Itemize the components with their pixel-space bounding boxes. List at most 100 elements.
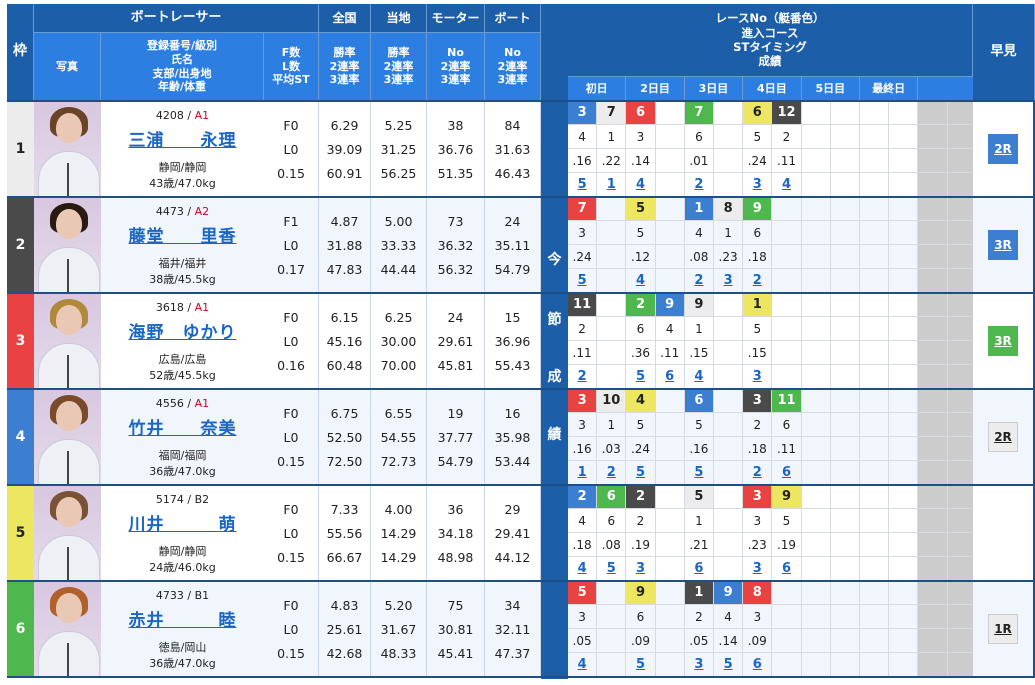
result-cell bbox=[889, 557, 919, 581]
result-cell bbox=[947, 293, 977, 317]
national-value: 31.88 bbox=[326, 237, 363, 253]
row-divider bbox=[7, 484, 1035, 486]
result-rank-link[interactable]: 5 bbox=[635, 657, 645, 672]
hayami-race-button[interactable]: 3R bbox=[988, 326, 1018, 356]
result-rank-link[interactable]: 6 bbox=[781, 561, 791, 576]
racer-name-link[interactable]: 藤堂 里香 bbox=[128, 227, 237, 247]
season-results-char: 績 bbox=[547, 427, 562, 443]
result-rank-link[interactable]: 2 bbox=[694, 177, 704, 192]
header-national-rates-line: 勝率 bbox=[333, 45, 356, 59]
result-cell bbox=[714, 461, 744, 485]
entry-course: 4 bbox=[568, 509, 598, 533]
result-rank-link[interactable]: 2 bbox=[577, 369, 587, 384]
result-cell bbox=[772, 581, 802, 605]
result-cell bbox=[655, 125, 685, 149]
result-rank-link[interactable]: 4 bbox=[694, 369, 704, 384]
entry-course: 6 bbox=[772, 413, 802, 437]
result-rank-link[interactable]: 6 bbox=[752, 657, 762, 672]
result-rank-cell: 6 bbox=[772, 461, 802, 485]
result-cell bbox=[889, 245, 919, 269]
boat-stats: 24 35.11 54.79 bbox=[485, 197, 541, 293]
fl-l: L0 bbox=[283, 525, 299, 541]
result-rank-link[interactable]: 5 bbox=[606, 561, 616, 576]
result-rank-link[interactable]: 3 bbox=[694, 657, 704, 672]
header-motor-rates: No 2連率 3連率 bbox=[427, 33, 485, 101]
result-rank-link[interactable]: 4 bbox=[781, 177, 791, 192]
result-rank-link[interactable]: 5 bbox=[635, 465, 645, 480]
result-cell bbox=[947, 197, 977, 221]
result-rank-link[interactable]: 1 bbox=[577, 465, 587, 480]
boat-value: 84 bbox=[504, 117, 521, 133]
result-rank-link[interactable]: 4 bbox=[635, 177, 645, 192]
result-rank-link[interactable]: 6 bbox=[665, 369, 675, 384]
motor-value: 51.35 bbox=[437, 165, 474, 181]
result-cell bbox=[918, 245, 948, 269]
result-rank-link[interactable]: 3 bbox=[635, 561, 645, 576]
result-rank-link[interactable]: 1 bbox=[606, 177, 616, 192]
branch-origin: 静岡/静岡 bbox=[158, 161, 207, 174]
racer-class: B2 bbox=[194, 493, 210, 506]
result-cell bbox=[830, 629, 860, 653]
result-rank-link[interactable]: 3 bbox=[752, 561, 762, 576]
result-cell bbox=[860, 533, 890, 557]
result-rank-link[interactable]: 2 bbox=[694, 273, 704, 288]
result-cell bbox=[889, 101, 919, 125]
entry-course: 6 bbox=[626, 605, 656, 629]
age-weight: 52歳/45.5kg bbox=[149, 369, 216, 382]
result-cell bbox=[714, 509, 744, 533]
result-rank-link[interactable]: 2 bbox=[752, 273, 762, 288]
result-rank-link[interactable]: 2 bbox=[752, 465, 762, 480]
header-day-1: 2日目 bbox=[626, 77, 685, 101]
result-rank-link[interactable]: 5 bbox=[577, 177, 587, 192]
result-cell bbox=[830, 101, 860, 125]
header-motor-rates-line: 2連率 bbox=[440, 59, 471, 73]
racer-name-link[interactable]: 川井 萌 bbox=[128, 515, 237, 535]
result-rank-link[interactable]: 4 bbox=[577, 561, 587, 576]
hayami-cell: 3R bbox=[973, 293, 1035, 389]
result-rank-link[interactable]: 3 bbox=[752, 369, 762, 384]
racer-name-link[interactable]: 赤井 睦 bbox=[128, 611, 237, 631]
result-cell bbox=[772, 365, 802, 389]
result-rank-link[interactable]: 4 bbox=[635, 273, 645, 288]
result-rank-link[interactable]: 5 bbox=[694, 465, 704, 480]
result-cell bbox=[947, 341, 977, 365]
result-cell bbox=[889, 269, 919, 293]
result-rank-link[interactable]: 5 bbox=[635, 369, 645, 384]
header-motor-rates-line: 3連率 bbox=[440, 73, 471, 87]
result-rank-link[interactable]: 6 bbox=[781, 465, 791, 480]
result-rank-link[interactable]: 5 bbox=[577, 273, 587, 288]
racer-name-link[interactable]: 竹井 奈美 bbox=[128, 419, 237, 439]
motor-value: 30.81 bbox=[437, 621, 474, 637]
result-cell bbox=[714, 413, 744, 437]
fl-st: 0.15 bbox=[277, 549, 305, 565]
result-rank-cell: 4 bbox=[684, 365, 714, 389]
national-stats: 7.33 55.56 66.67 bbox=[319, 485, 371, 581]
national-value: 72.50 bbox=[326, 453, 363, 469]
hayami-race-button[interactable]: 2R bbox=[988, 422, 1018, 452]
hayami-race-button[interactable]: 2R bbox=[988, 134, 1018, 164]
result-cell bbox=[860, 173, 890, 197]
hayami-race-button[interactable]: 1R bbox=[988, 614, 1018, 644]
racer-name-link[interactable]: 三浦 永理 bbox=[128, 131, 237, 151]
result-rank-link[interactable]: 4 bbox=[577, 657, 587, 672]
result-rank-link[interactable]: 6 bbox=[694, 561, 704, 576]
race-number: 7 bbox=[597, 101, 627, 125]
st-timing: .21 bbox=[684, 533, 714, 557]
motor-value: 29.61 bbox=[437, 333, 474, 349]
result-rank-link[interactable]: 2 bbox=[606, 465, 616, 480]
result-rank-cell: 6 bbox=[743, 653, 773, 677]
result-cell bbox=[714, 389, 744, 413]
national-value: 47.83 bbox=[326, 261, 363, 277]
motor-value: 38 bbox=[447, 117, 464, 133]
result-cell bbox=[860, 221, 890, 245]
hayami-race-button[interactable]: 3R bbox=[988, 230, 1018, 260]
result-rank-link[interactable]: 3 bbox=[723, 273, 733, 288]
header-local-rates-line: 勝率 bbox=[387, 45, 410, 59]
entry-course: 4 bbox=[655, 317, 685, 341]
racer-name-link[interactable]: 海野 ゆかり bbox=[128, 323, 237, 343]
result-rank-link[interactable]: 3 bbox=[752, 177, 762, 192]
header-local: 当地 bbox=[371, 4, 427, 33]
result-rank-link[interactable]: 5 bbox=[723, 657, 733, 672]
result-rank-cell: 4 bbox=[772, 173, 802, 197]
entry-course: 1 bbox=[597, 413, 627, 437]
